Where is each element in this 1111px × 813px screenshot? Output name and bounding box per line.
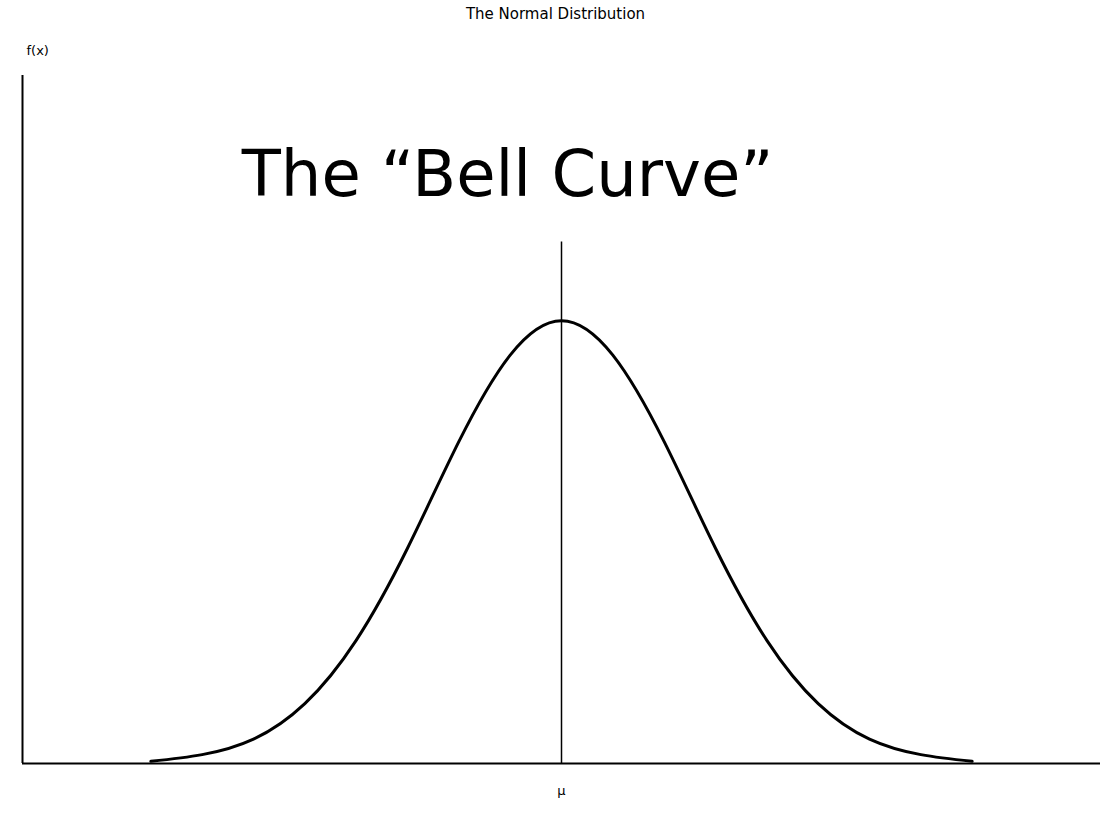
svg-text:f(x): f(x) xyxy=(27,43,49,58)
html-text:The Normal Distribution: The Normal Distribution xyxy=(465,5,646,23)
svg-text:The “Bell Curve”: The “Bell Curve” xyxy=(241,137,774,211)
svg-text:μ: μ xyxy=(557,783,565,798)
